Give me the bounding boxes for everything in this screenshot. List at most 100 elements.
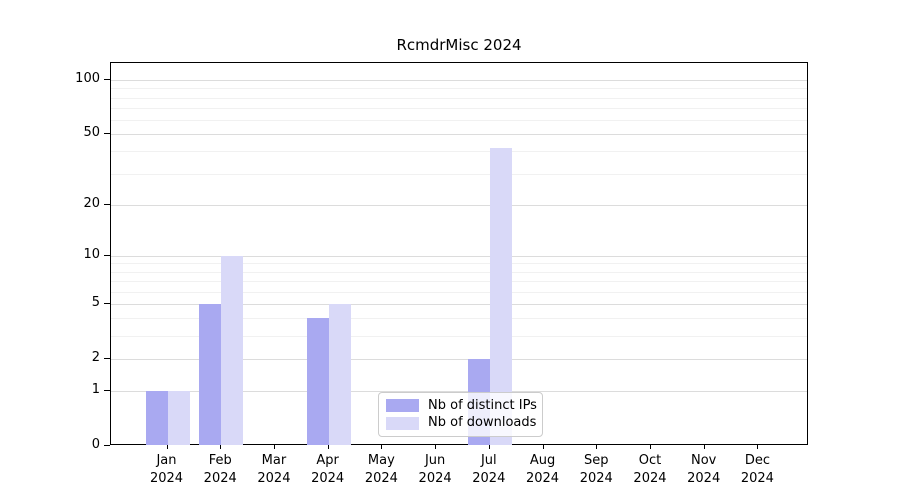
y-tick-mark [104, 254, 110, 256]
bar-downloads-feb [221, 255, 244, 445]
y-tick-label: 5 [91, 294, 100, 310]
y-tick-mark [104, 302, 110, 304]
legend-item-distinct-ips: Nb of distinct IPs [386, 397, 537, 414]
y-tick-mark [104, 133, 110, 135]
x-tick-label: Oct 2024 [608, 452, 692, 488]
month-label: May [367, 453, 395, 468]
x-tick-label: Apr 2024 [286, 452, 370, 488]
y-tick-mark [104, 390, 110, 392]
y-tick-mark [104, 79, 110, 80]
month-label: Oct [638, 453, 662, 468]
bar-distinct-ips-feb [199, 303, 222, 445]
x-tick-label: May 2024 [339, 452, 423, 488]
x-tick-mark [273, 445, 275, 449]
year-label: 2024 [740, 471, 774, 486]
y-tick-label: 1 [91, 382, 100, 398]
legend: Nb of distinct IPs Nb of downloads [378, 392, 543, 437]
gridline-minor [111, 291, 807, 293]
gridline-minor [111, 97, 807, 99]
x-tick-mark [596, 445, 598, 449]
year-label: 2024 [687, 471, 721, 486]
gridline-minor [111, 107, 807, 109]
year-label: 2024 [633, 471, 667, 486]
x-tick-mark [166, 445, 168, 449]
month-label: Sep [583, 453, 609, 468]
month-label: Nov [691, 453, 717, 468]
x-tick-label: Nov 2024 [662, 452, 746, 488]
month-label: Jun [424, 453, 446, 468]
x-tick-label: Jul 2024 [447, 452, 531, 488]
x-tick-mark [542, 445, 544, 449]
gridline-major [111, 255, 807, 257]
gridline-major [111, 303, 807, 305]
gridline-minor [111, 271, 807, 273]
y-tick-mark [104, 445, 110, 446]
x-tick-label: Feb 2024 [178, 452, 262, 488]
x-tick-label: Mar 2024 [232, 452, 316, 488]
year-label: 2024 [203, 471, 237, 486]
x-tick-mark [381, 445, 383, 449]
gridline-minor [111, 173, 807, 175]
gridline-minor [111, 336, 807, 338]
year-label: 2024 [257, 471, 291, 486]
x-tick-mark [649, 445, 651, 449]
month-label: Mar [261, 453, 287, 468]
legend-swatch-downloads-icon [386, 416, 419, 430]
x-tick-label: Jan 2024 [125, 452, 209, 488]
x-tick-label: Aug 2024 [501, 452, 585, 488]
gridline-major [111, 358, 807, 360]
legend-label-distinct-ips: Nb of distinct IPs [428, 397, 537, 413]
y-tick-label: 2 [91, 349, 100, 365]
legend-item-downloads: Nb of downloads [386, 415, 537, 431]
chart-title: RcmdrMisc 2024 [396, 36, 522, 54]
legend-swatch-distinct-ips-icon [386, 399, 419, 413]
year-label: 2024 [579, 471, 613, 486]
gridline-minor [111, 119, 807, 121]
month-label: Apr [316, 453, 339, 468]
bar-downloads-jul [489, 147, 512, 445]
y-tick-label: 50 [83, 125, 100, 141]
x-tick-mark [435, 445, 437, 449]
year-label: 2024 [418, 471, 452, 486]
year-label: 2024 [525, 471, 560, 486]
gridline-minor [111, 151, 807, 153]
y-tick-label: 100 [75, 71, 100, 86]
x-tick-mark [327, 445, 329, 449]
x-tick-label: Jun 2024 [393, 452, 477, 488]
gridline-major [111, 391, 807, 393]
year-label: 2024 [364, 471, 398, 486]
y-tick-label: 20 [83, 195, 100, 211]
y-tick-mark [104, 203, 110, 205]
year-label: 2024 [149, 471, 184, 486]
x-tick-label: Dec 2024 [715, 452, 799, 488]
x-tick-mark [757, 445, 759, 449]
gridline-major [111, 204, 807, 206]
gridline-major [111, 134, 807, 136]
bar-distinct-ips-apr [306, 318, 329, 445]
month-label: Jan [156, 453, 177, 468]
y-tick-label: 0 [91, 437, 100, 452]
gridline-minor [111, 281, 807, 283]
gridline-minor [111, 88, 807, 90]
month-label: Jul [480, 453, 497, 468]
month-label: Dec [744, 453, 770, 468]
gridline-minor [111, 318, 807, 320]
gridline-major [111, 80, 807, 81]
year-label: 2024 [472, 471, 506, 486]
bar-downloads-apr [328, 303, 351, 445]
y-tick-label: 10 [83, 246, 100, 262]
gridline-minor [111, 263, 807, 265]
legend-label-downloads: Nb of downloads [428, 415, 537, 431]
bar-downloads-jan [167, 391, 190, 445]
bar-distinct-ips-jan [145, 391, 168, 445]
plot-area [110, 62, 808, 445]
x-tick-mark [703, 445, 705, 449]
month-label: Aug [529, 453, 556, 468]
x-tick-label: Sep 2024 [554, 452, 638, 488]
y-tick-mark [104, 357, 110, 359]
x-tick-mark [488, 445, 490, 449]
year-label: 2024 [311, 471, 345, 486]
month-label: Feb [208, 453, 232, 468]
x-tick-mark [220, 445, 222, 449]
